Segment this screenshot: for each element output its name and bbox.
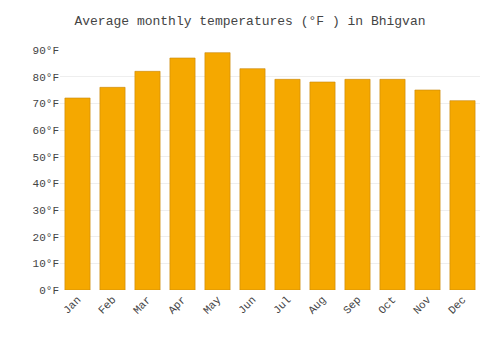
svg-text:30°F: 30°F — [33, 205, 59, 217]
svg-text:10°F: 10°F — [33, 258, 59, 270]
svg-text:80°F: 80°F — [33, 72, 59, 84]
svg-text:Mar: Mar — [131, 294, 153, 316]
svg-text:70°F: 70°F — [33, 98, 59, 110]
svg-text:Average monthly temperatures (: Average monthly temperatures (°F ) in Bh… — [74, 14, 425, 29]
svg-text:Jan: Jan — [61, 294, 83, 316]
svg-text:May: May — [201, 294, 224, 317]
svg-text:Jun: Jun — [236, 294, 258, 316]
svg-text:0°F: 0°F — [39, 285, 59, 297]
svg-text:Aug: Aug — [306, 294, 328, 316]
svg-text:Dec: Dec — [446, 294, 468, 316]
svg-text:90°F: 90°F — [33, 45, 59, 57]
svg-text:Feb: Feb — [96, 294, 118, 316]
svg-text:60°F: 60°F — [33, 125, 59, 137]
svg-text:50°F: 50°F — [33, 152, 59, 164]
svg-text:Sep: Sep — [341, 294, 363, 316]
svg-text:Oct: Oct — [376, 294, 398, 316]
svg-text:20°F: 20°F — [33, 232, 59, 244]
svg-text:Jul: Jul — [271, 294, 293, 316]
svg-text:40°F: 40°F — [33, 178, 59, 190]
svg-text:Apr: Apr — [166, 294, 188, 316]
svg-text:Nov: Nov — [411, 294, 434, 317]
